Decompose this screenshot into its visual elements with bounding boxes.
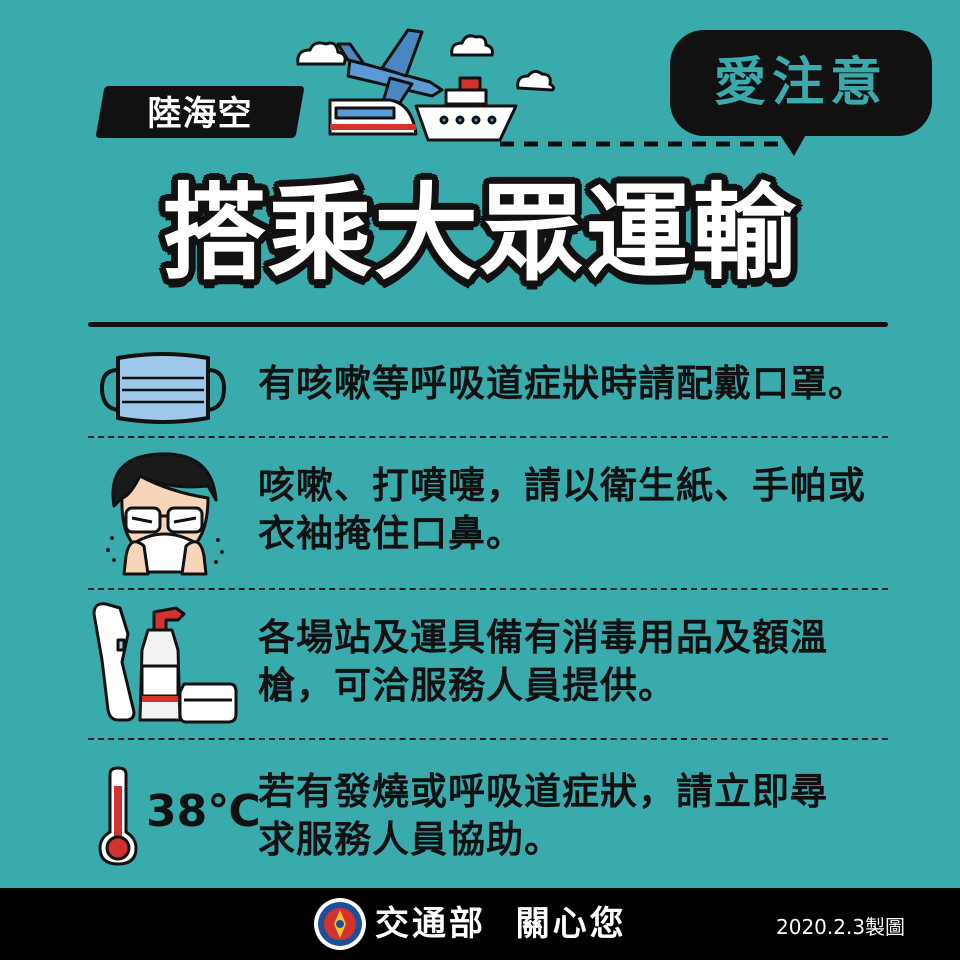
- thermometer-gun-and-spray-icon: [92, 602, 238, 724]
- footer-bar: [0, 888, 960, 960]
- item-2-line-1: 咳嗽、打噴嚏，請以衛生紙、手帕或: [258, 464, 866, 507]
- item-4-text: 若有發燒或呼吸道症狀，請立即尋 求服務人員協助。: [258, 768, 908, 864]
- item-1-text: 有咳嗽等呼吸道症狀時請配戴口罩。: [258, 360, 908, 408]
- main-title: 搭乘大眾運輸: [161, 172, 798, 294]
- item-divider: [88, 738, 888, 740]
- face-mask-icon: [100, 352, 226, 424]
- item-3-line-1: 各場站及運具備有消毒用品及額溫: [258, 616, 828, 659]
- thermometer-icon: [98, 766, 138, 866]
- item-3-text: 各場站及運具備有消毒用品及額溫 槍，可洽服務人員提供。: [258, 614, 908, 710]
- train-icon: [328, 98, 418, 136]
- ministry-emblem-icon: [314, 898, 366, 950]
- footer-date: 2020.2.3製圖: [776, 915, 906, 939]
- sneezing-person-icon: [106, 452, 224, 576]
- item-2-text: 咳嗽、打噴嚏，請以衛生紙、手帕或 衣袖掩住口鼻。: [258, 462, 908, 558]
- footer-slogan: 交通部 關心您: [375, 904, 627, 944]
- speech-bubble: [670, 30, 932, 136]
- bubble-label: 愛注意: [713, 53, 888, 113]
- temperature-label: 38℃: [146, 786, 261, 837]
- item-divider: [88, 436, 888, 438]
- item-1-line-1: 有咳嗽等呼吸道症狀時請配戴口罩。: [258, 362, 866, 405]
- transport-illustration: [328, 28, 518, 142]
- title-divider: [88, 322, 888, 327]
- tag-label: 陸海空: [147, 94, 253, 134]
- item-3-line-2: 槍，可洽服務人員提供。: [258, 664, 676, 707]
- item-4-line-2: 求服務人員協助。: [258, 818, 562, 861]
- ship-icon: [414, 76, 518, 142]
- item-2-line-2: 衣袖掩住口鼻。: [258, 512, 524, 555]
- item-divider: [88, 588, 888, 590]
- item-4-line-1: 若有發燒或呼吸道症狀，請立即尋: [258, 770, 828, 813]
